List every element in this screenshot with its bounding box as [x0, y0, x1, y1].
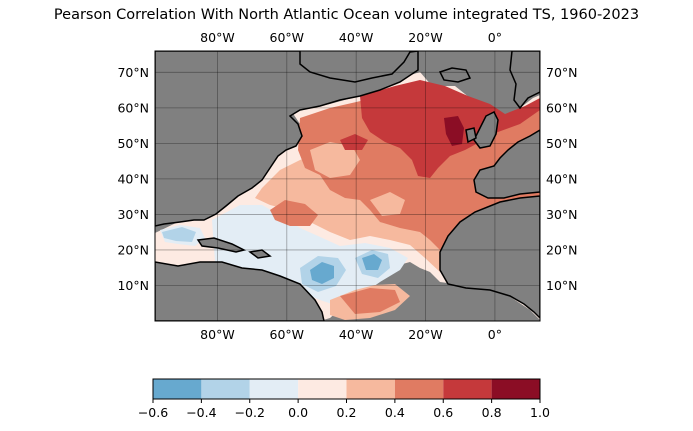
- contour-0.8-1.0: [444, 116, 464, 146]
- lon-tick-label-top: 20°W: [408, 30, 443, 45]
- gridlines: [155, 51, 540, 321]
- colorbar-tick-label: 0.6: [433, 405, 453, 420]
- contour-0.2-0.4-patch: [310, 142, 360, 178]
- british-isles: [473, 110, 499, 149]
- colorbar-swatch: [298, 379, 347, 399]
- contour-neg-0.6-0.4: [310, 262, 334, 284]
- contour-0.4-0.6-eddy: [270, 200, 318, 226]
- colorbar-swatch: [201, 379, 250, 399]
- hispaniola: [248, 249, 272, 259]
- contour-0.4-0.6-south: [340, 288, 400, 314]
- colorbar-tick-label: 0.8: [482, 405, 502, 420]
- lat-tick-label-left: 20°N: [117, 242, 149, 257]
- lat-tick-label-right: 30°N: [546, 207, 578, 222]
- colorbar-tick-label: −0.4: [186, 405, 216, 420]
- colorbar: −0.6 −0.4 −0.2 0.0 0.2 0.4 0.6 0.8 1.0: [138, 378, 550, 420]
- lat-tick-label-right: 10°N: [546, 278, 578, 293]
- lat-tick-label-left: 40°N: [117, 171, 149, 186]
- lat-tick-label-left: 30°N: [117, 207, 149, 222]
- colorbar-swatch: [394, 379, 444, 399]
- colorbar-swatch: [346, 379, 395, 399]
- lat-tick-label-right: 20°N: [546, 242, 578, 257]
- lon-tick-label-top: 60°W: [270, 30, 305, 45]
- lat-tick-label-left: 70°N: [117, 65, 149, 80]
- contour-neg-0.2-0: [212, 205, 408, 306]
- colorbar-tick-label: 0.4: [385, 405, 405, 420]
- iceland: [438, 67, 472, 83]
- south-america: [155, 261, 325, 321]
- land-masses: [155, 51, 540, 321]
- lon-tick-label-bottom: 20°W: [408, 327, 443, 342]
- ireland: [465, 127, 477, 144]
- north-america: [155, 51, 419, 227]
- colorbar-tick-label: 0.2: [337, 405, 357, 420]
- cuba: [196, 237, 247, 253]
- scandinavia: [509, 51, 540, 110]
- lat-tick-label-right: 50°N: [546, 136, 578, 151]
- colorbar-tick-label: 0.0: [288, 405, 308, 420]
- lat-tick-label-left: 60°N: [117, 100, 149, 115]
- contour-neg-0.6-0.4-b: [362, 254, 382, 270]
- tick-labels: 80°W 80°W 60°W 60°W 40°W 40°W 20°W 20°W 0° 0° 70°N…: [117, 30, 577, 342]
- lat-tick-label-right: 60°N: [546, 100, 578, 115]
- contour-0.2-0.4-patch-b: [370, 192, 405, 216]
- lon-tick-label-top: 0°: [488, 30, 502, 45]
- europe: [473, 129, 540, 199]
- map-frame: [154, 50, 541, 322]
- lon-tick-label-bottom: 60°W: [270, 327, 305, 342]
- lon-tick-label-bottom: 40°W: [339, 327, 374, 342]
- colorbar-swatch: [491, 379, 540, 399]
- map-area: [155, 51, 540, 321]
- lat-tick-label-left: 50°N: [117, 136, 149, 151]
- lat-tick-label-right: 40°N: [546, 171, 578, 186]
- lon-tick-label-bottom: 0°: [488, 327, 502, 342]
- africa: [439, 195, 540, 320]
- lon-tick-label-bottom: 80°W: [200, 327, 235, 342]
- lon-tick-label-top: 40°W: [339, 30, 374, 45]
- colorbar-swatch: [443, 379, 492, 399]
- lat-tick-label-left: 10°N: [117, 278, 149, 293]
- contour-0.6-0.8-b: [340, 134, 368, 150]
- lon-tick-label-top: 80°W: [200, 30, 235, 45]
- colorbar-swatch: [249, 379, 299, 399]
- colorbar-swatch: [153, 379, 202, 399]
- colorbar-tick-label: −0.6: [138, 405, 168, 420]
- lat-tick-label-right: 70°N: [546, 65, 578, 80]
- map-title: Pearson Correlation With North Atlantic …: [53, 7, 640, 23]
- colorbar-tick-label: −0.2: [235, 405, 265, 420]
- contour-neg-0.4-0.2: [162, 227, 196, 242]
- colorbar-tick-label: 1.0: [530, 405, 550, 420]
